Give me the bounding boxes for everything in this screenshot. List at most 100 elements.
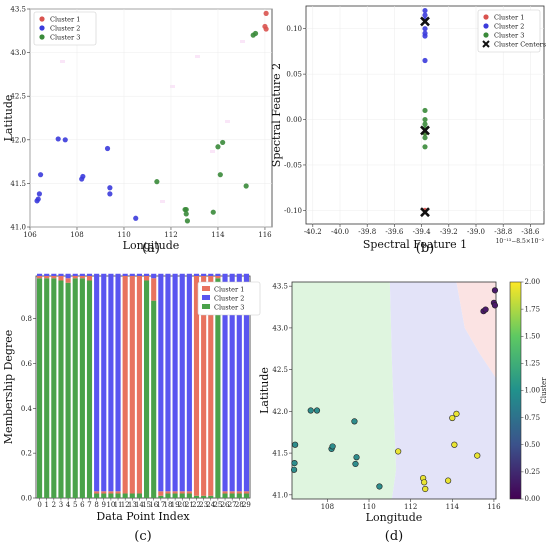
background-speck [225, 120, 230, 123]
data-point [307, 407, 314, 414]
bar-segment [122, 276, 128, 494]
y-tick-label: 0.10 [286, 25, 302, 33]
x-tick-label: 11 [114, 501, 123, 509]
x-tick-label: -38.6 [521, 228, 539, 236]
data-point [107, 191, 113, 197]
x-tick-label: -39.0 [467, 228, 485, 236]
decision-region [456, 282, 496, 378]
x-tick-label: 116 [487, 503, 501, 511]
background-speck [170, 85, 175, 88]
bar-segment [179, 273, 185, 492]
x-tick-label: 6 [80, 501, 85, 509]
x-tick-label: 110 [362, 503, 375, 511]
bar-segment [208, 495, 214, 498]
bar-segment [158, 273, 164, 492]
bar-segment [79, 273, 85, 276]
data-point [422, 121, 428, 127]
legend-label: Cluster 2 [214, 294, 244, 302]
y-tick-label: 43.0 [10, 49, 26, 57]
data-point [263, 26, 269, 32]
bar-segment [229, 491, 235, 494]
legend-label: Cluster 3 [50, 33, 80, 41]
x-tick-label: 116 [258, 231, 272, 239]
bar-segment [72, 273, 78, 276]
data-point [422, 116, 428, 123]
data-point [422, 485, 429, 493]
bar-segment [36, 276, 43, 279]
bar-segment [172, 493, 178, 498]
bar-segment [179, 491, 185, 494]
legend-label: Cluster 2 [50, 24, 80, 32]
bar-segment [151, 273, 157, 279]
cluster-center-marker [420, 16, 430, 27]
x-axis-label: Longitude [366, 511, 423, 524]
bar-segment [94, 493, 100, 498]
bar-segment [208, 273, 214, 276]
x-tick-label: 1 [44, 501, 48, 509]
bar-segment [65, 273, 71, 279]
y-tick-label: 42.5 [10, 93, 26, 101]
x-tick-label: 16 [149, 501, 158, 509]
bar-segment [143, 273, 150, 276]
legend-marker [483, 32, 489, 38]
bar-segment [172, 491, 178, 494]
bar-segment [172, 273, 178, 492]
y-tick-label: 0.8 [21, 315, 32, 323]
bar-segment [208, 276, 214, 496]
caption: (b) [416, 241, 434, 256]
x-tick-label: -39.8 [358, 228, 376, 236]
data-point [184, 218, 191, 224]
data-point [352, 460, 359, 468]
x-tick-label: 110 [117, 231, 130, 239]
bar-segment [58, 280, 64, 498]
x-tick-label: 3 [59, 501, 63, 509]
data-point [422, 33, 428, 39]
data-point [80, 173, 86, 180]
bar-segment [129, 493, 135, 498]
decision-region [389, 282, 496, 499]
x-tick-label: -39.6 [385, 228, 403, 236]
bar-segment [72, 276, 78, 279]
bar-segment [151, 300, 157, 498]
bar-segment [158, 495, 164, 498]
x-tick-label: -40.0 [331, 228, 349, 236]
legend-box [197, 281, 261, 316]
bar-segment [44, 273, 50, 276]
y-tick-label: -0.05 [284, 161, 302, 169]
data-point [445, 477, 452, 484]
bar-segment [215, 273, 221, 276]
data-point [422, 57, 428, 64]
data-point [291, 460, 298, 467]
x-tick-label: 28 [235, 501, 244, 509]
colorbar-tick-label: 1.25 [525, 360, 541, 368]
caption: (d) [385, 529, 403, 544]
data-point [474, 452, 481, 459]
legend-label: Cluster 1 [494, 13, 524, 21]
x-tick-label: 22 [192, 501, 201, 509]
x-tick-label: 10 [106, 501, 115, 509]
data-point [36, 191, 42, 197]
x-tick-label: 23 [199, 501, 208, 509]
bar-segment [58, 276, 64, 281]
x-tick-label: 20 [178, 501, 187, 509]
bar-segment [243, 491, 250, 494]
data-point [243, 183, 249, 189]
y-tick-label: 0.4 [21, 405, 33, 413]
x-tick-label: 13 [128, 501, 137, 509]
cluster-center-marker [420, 125, 430, 136]
x-tick-label: 7 [87, 501, 91, 509]
legend-marker [39, 25, 45, 31]
bar-segment [115, 273, 121, 492]
x-tick-label: 17 [156, 501, 165, 509]
data-point [104, 145, 111, 152]
x-offset-label: 10⁻¹³−8.5×10⁻² [496, 238, 545, 245]
bar-segment [108, 491, 114, 494]
background-speck [240, 40, 245, 43]
colorbar-tick-label: 0.50 [525, 441, 541, 449]
bar-segment [165, 273, 171, 492]
data-point [395, 448, 402, 455]
colorbar [509, 281, 522, 500]
bar-segment [36, 273, 43, 276]
bar-segment [215, 276, 221, 279]
bar-segment [229, 493, 235, 498]
